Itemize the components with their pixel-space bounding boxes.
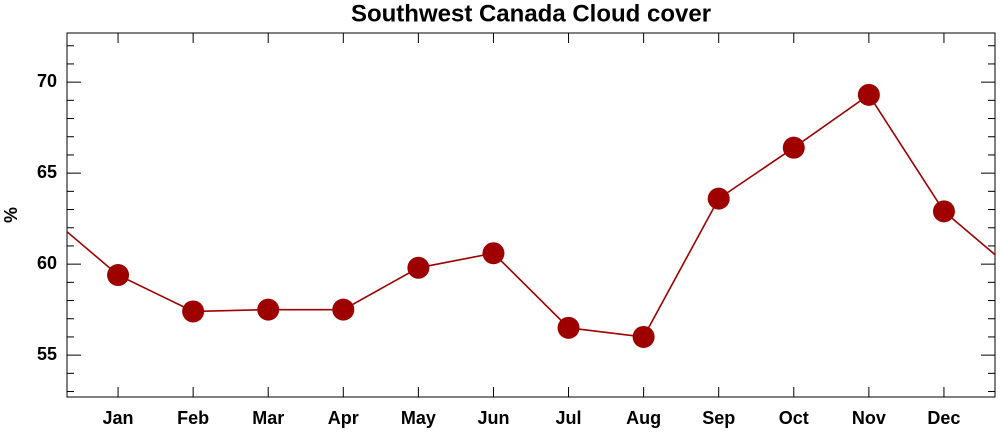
data-point <box>182 300 205 323</box>
data-point <box>407 256 430 279</box>
data-point <box>782 136 805 159</box>
data-point <box>107 264 130 287</box>
x-tick-label: Feb <box>177 408 209 428</box>
data-point <box>257 298 280 321</box>
x-tick-label: Sep <box>702 408 735 428</box>
wrap-line <box>943 210 995 256</box>
data-line <box>117 93 945 338</box>
data-point <box>557 316 580 339</box>
x-tick-label: Nov <box>852 408 886 428</box>
data-point <box>632 325 655 348</box>
x-tick-label: Mar <box>252 408 284 428</box>
x-tick-label: Dec <box>927 408 960 428</box>
x-tick-label: Jul <box>556 408 582 428</box>
x-tick-label: Aug <box>626 408 661 428</box>
data-point <box>857 83 880 106</box>
x-tick-label: Jun <box>477 408 509 428</box>
wrap-line <box>67 230 119 276</box>
y-tick-label: 65 <box>37 162 57 182</box>
x-tick-label: Apr <box>328 408 359 428</box>
plot-frame <box>66 32 996 398</box>
data-point <box>707 187 730 210</box>
y-tick-label: 60 <box>37 253 57 273</box>
chart-title: Southwest Canada Cloud cover <box>351 0 711 27</box>
y-tick-label: 70 <box>37 71 57 91</box>
x-tick-label: May <box>401 408 436 428</box>
y-axis-label: % <box>1 207 21 223</box>
data-point <box>482 242 505 265</box>
y-tick-label: 55 <box>37 344 57 364</box>
data-point <box>332 298 355 321</box>
x-tick-label: Jan <box>103 408 134 428</box>
data-point <box>932 200 955 223</box>
x-tick-label: Oct <box>779 408 809 428</box>
